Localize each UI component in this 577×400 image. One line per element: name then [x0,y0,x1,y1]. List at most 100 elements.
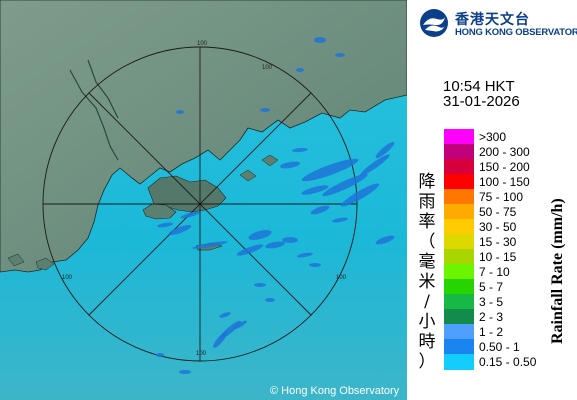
legend-title-zh-char: ） [418,352,436,372]
legend-swatch [444,234,474,250]
legend-label: 50 - 75 [479,205,517,219]
rain-echo [260,108,270,112]
rain-echo [332,217,348,223]
rain-echo [340,183,380,207]
rain-echo [180,211,200,219]
rain-echo [157,222,173,228]
river-channel [69,59,119,161]
legend-item: 50 - 75 [444,204,574,220]
legend-label: 100 - 150 [479,175,530,189]
legend-swatch [444,339,474,355]
land-area [0,0,407,273]
observatory-logo[interactable]: 香港天文台 HONG KONG OBSERVATORY [415,6,577,40]
legend-item: 200 - 300 [444,144,574,160]
legend-label: 1 - 2 [479,325,504,339]
legend-title-zh-char: （ [418,232,436,252]
legend-swatch [444,219,474,235]
rain-echo [265,298,275,302]
legend-title-en: Rainfall Rate (mm/h) [549,198,566,344]
range-label: 100 [196,351,207,357]
legend-swatch [444,294,474,310]
legend-item: 7 - 10 [444,264,574,280]
legend-item: 3 - 5 [444,294,574,310]
legend-swatch [444,264,474,280]
legend-item: 15 - 30 [444,234,574,250]
legend-item: 150 - 200 [444,159,574,175]
legend-item: 100 - 150 [444,174,574,190]
legend-title-zh-char: 率 [418,212,436,232]
legend-title-zh: 降雨率（毫米 / 小時） [417,172,437,372]
legend-swatch [444,249,474,265]
legend-label: 15 - 30 [479,235,517,249]
legend-title-zh-char: 米 [418,272,436,292]
range-label: 100 [62,275,73,281]
rain-echo [360,154,390,176]
range-rings [42,46,358,362]
rain-echo [375,235,395,245]
legend-label: 150 - 200 [479,160,530,174]
legend-item: 0.15 - 0.50 [444,354,574,370]
legend-swatch [444,204,474,220]
rain-echo [292,147,308,153]
legend-title-zh-char: 小 [418,312,436,332]
legend-swatch [444,174,474,190]
legend-title-zh-char: 降 [418,172,436,192]
rain-echo [176,110,184,114]
logo-text-zh: 香港天文台 [455,12,530,28]
legend-title-zh-char: 毫 [418,252,436,272]
legend-item: 75 - 100 [444,189,574,205]
legend-swatch [444,354,474,370]
legend-title-zh-char: 時 [418,332,436,352]
rain-echo [192,241,228,249]
rain-echo [248,230,272,240]
radar-map[interactable]: 100 100 100 100 100 © Hong Kong Observat… [0,0,407,400]
legend-item: 30 - 50 [444,219,574,235]
legend-swatch [444,309,474,325]
rain-echo [168,225,192,235]
rain-echo [179,370,191,374]
rain-echoes [156,37,395,374]
legend-label: 200 - 300 [479,145,530,159]
legend-label: 2 - 3 [479,310,504,324]
legend-label: 3 - 5 [479,295,504,309]
legend-label: 10 - 15 [479,250,517,264]
rain-echo [254,283,266,287]
rain-echo [236,244,264,256]
rain-echo [310,205,330,215]
logo-text-en: HONG KONG OBSERVATORY [455,27,577,38]
copyright: © Hong Kong Observatory [270,385,400,397]
range-label: 100 [336,275,347,281]
rain-echo [375,141,395,159]
legend-swatch [444,279,474,295]
rain-echo [156,353,164,357]
radar-date: 31-01-2026 [443,93,520,110]
rain-echo [296,68,304,72]
info-panel: 香港天文台 HONG KONG OBSERVATORY 10:54 HKT 31… [407,0,577,400]
legend-label: 30 - 50 [479,220,517,234]
legend-item: 0.50 - 1 [444,339,574,355]
rain-echo [233,320,247,330]
legend-title-zh-char: 雨 [418,192,436,212]
rain-echo [265,241,285,249]
legend-item: 1 - 2 [444,324,574,340]
legend-label: >300 [479,130,507,144]
radar-time: 10:54 HKT [443,78,515,95]
rain-echo [282,237,298,243]
rain-echo [213,332,227,348]
rain-echo [314,37,326,43]
legend-item: >300 [444,129,574,145]
legend-swatch [444,144,474,160]
range-label: 100 [262,65,273,71]
rain-echo [219,312,231,318]
legend-label: 5 - 7 [479,280,504,294]
legend-swatch [444,129,474,145]
rain-echo [301,185,329,195]
svg-text:Rainfall Rate (mm/h): Rainfall Rate (mm/h) [549,198,566,344]
legend-title-zh-char: / [424,292,430,312]
legend-label: 7 - 10 [479,265,510,279]
legend-label: 75 - 100 [479,190,524,204]
rain-echo [309,263,321,267]
rain-echo [335,53,345,57]
legend-item: 5 - 7 [444,279,574,295]
hko-logo-icon [420,9,448,37]
